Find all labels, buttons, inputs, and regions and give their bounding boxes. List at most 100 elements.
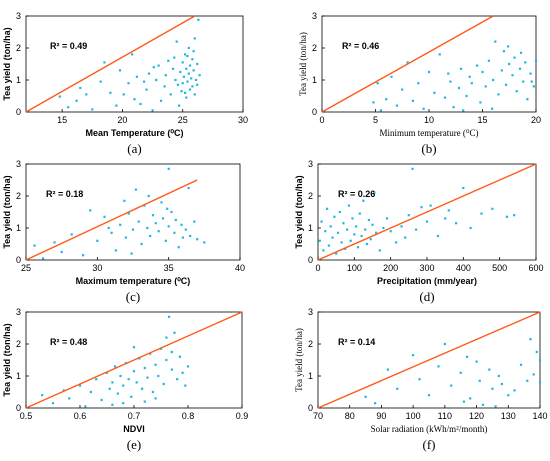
data-point [327,244,330,247]
data-point [470,82,473,85]
data-point [181,236,184,239]
y-tick-label: 1 [16,371,21,381]
y-tick-label: 2 [16,43,21,53]
x-tick-label: 5 [373,115,378,125]
data-point [356,246,360,249]
data-point [135,381,138,384]
chart-panel-1: 15 20 25 30 0 1 2 3 R² = 0.49 Mean Temperature (⁰… [2,11,248,156]
data-point [154,363,157,366]
data-point [111,403,114,406]
x-axis-label: Solar radiation (kWh/m²/month) [371,424,488,434]
data-point [320,220,323,223]
data-point [390,75,393,78]
x-tick-label: 90 [376,411,386,421]
x-tick-label: 0.8 [182,411,195,421]
y-axis-label: Tea yield (ton/ha) [2,323,12,396]
x-tick-label: 80 [345,411,355,421]
data-point [139,102,142,106]
plot-frame [321,15,537,113]
data-point [138,357,141,360]
data-point [42,257,45,260]
data-point [535,350,538,354]
x-tick-label: 600 [528,263,543,273]
data-point [412,354,415,357]
data-point [78,384,82,387]
x-axis-label: NDVI [123,424,145,434]
data-point [180,223,183,226]
data-point [186,80,189,83]
x-tick-label: 30 [92,263,102,273]
y-axis-label: Tea yield (ton/ha) [294,328,304,392]
x-tick-label: 130 [501,411,516,421]
data-point [378,249,381,252]
x-tick-label: 20 [117,115,127,125]
data-point [538,358,542,362]
data-point [181,371,184,374]
chart-panel-2: 0 5 10 15 20 0 1 2 3 R² = 0.46 Minimum temperature… [298,11,541,156]
data-point [82,254,85,257]
data-point [122,384,125,387]
data-point [524,61,527,64]
data-point [462,400,465,403]
data-point [146,376,149,379]
data-point [114,249,117,252]
data-point [168,315,171,318]
data-point [429,204,432,207]
data-point [372,101,375,104]
data-point [108,387,111,390]
data-point [338,210,341,214]
data-point [488,368,491,371]
r-squared-label: R² = 0.26 [338,189,375,199]
data-point [62,389,65,392]
data-point [395,104,398,107]
x-tick-label: 110 [438,411,452,421]
data-point [194,78,198,82]
data-point [324,230,327,233]
data-point [143,400,146,403]
r-squared-label: R² = 0.46 [342,41,379,51]
data-point [176,378,179,381]
data-point [507,45,510,48]
data-point [511,74,514,77]
y-tick-label: 0 [312,107,317,117]
data-point [111,381,114,384]
data-point [508,62,511,66]
data-point [143,80,146,83]
data-point [382,226,385,230]
y-tick-label: 0 [308,255,313,265]
data-point [132,370,136,373]
data-point [178,104,181,107]
data-point [513,56,516,59]
data-point [162,382,165,386]
data-point [336,231,340,234]
data-point [164,74,167,77]
data-point [161,217,165,220]
data-point [475,360,478,363]
x-tick-label: 40 [235,263,245,273]
data-point [181,82,184,85]
x-tick-label: 200 [383,263,398,273]
data-point [443,342,446,346]
data-point [188,64,192,67]
data-point [362,199,365,202]
data-point [522,80,525,83]
data-point [170,368,173,371]
data-point [157,230,160,233]
data-point [371,223,374,226]
data-point [79,86,82,90]
data-point [436,234,439,238]
data-point [164,239,167,242]
y-tick-label: 2 [312,43,317,53]
data-point [184,384,187,387]
data-point [182,75,185,78]
panel-label: (d) [419,289,434,304]
data-point [455,222,458,225]
data-point [175,40,178,43]
data-point [418,378,421,381]
data-point [505,215,508,218]
y-tick-label: 2 [16,339,21,349]
data-point [326,207,329,210]
data-point [494,40,497,43]
data-point [494,405,497,408]
